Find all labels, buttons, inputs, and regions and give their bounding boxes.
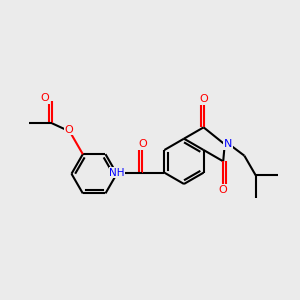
Text: NH: NH [109,168,124,178]
Text: O: O [219,184,228,195]
Text: O: O [41,93,50,103]
Text: O: O [65,124,74,135]
Text: O: O [199,94,208,104]
Text: N: N [224,139,232,149]
Text: O: O [139,139,147,149]
